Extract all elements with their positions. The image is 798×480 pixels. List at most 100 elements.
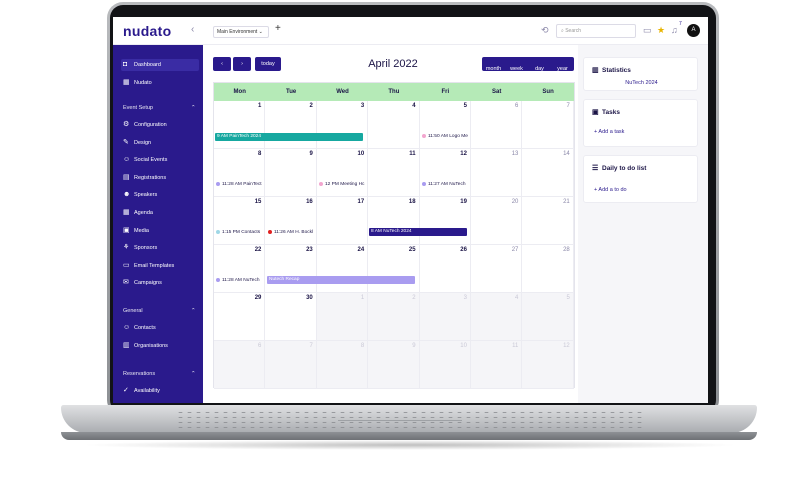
sidebar-item-email-templates[interactable]: ▭ Email Templates [121,260,199,272]
sidebar-item-agenda[interactable]: ▦ Agenda [121,207,199,219]
environment-select[interactable]: Main Environment ⌄ [213,26,269,38]
day-cell[interactable]: 15 [214,197,266,245]
refresh-icon[interactable]: ⟲ [541,25,549,35]
day-cell[interactable]: 5 [419,101,471,149]
event-bar[interactable]: Nutech Recap [267,276,415,284]
day-cell[interactable]: 7 [265,341,317,389]
add-todo-button[interactable]: + Add a to do [594,187,627,193]
day-cell[interactable]: 9 [265,149,317,197]
day-cell[interactable]: 17 [316,197,369,245]
calendar-icon: ▦ [123,79,130,86]
star-icon[interactable]: ★ [657,25,666,35]
day-cell[interactable]: 30 [265,293,317,341]
environment-label: Main Environment [217,29,258,35]
dashboard-icon: ◘ [123,61,128,68]
day-cell[interactable]: 23 [265,245,317,293]
sidebar-item-dashboard[interactable]: ◘ Dashboard [121,59,199,71]
day-cell[interactable]: 8 [316,341,369,389]
event-bar[interactable]: 8 AM NuTech 2024 [369,228,467,236]
event-item[interactable]: 1:15 PM Contacts [216,229,264,236]
search-input[interactable]: ⌕ Search [556,24,636,38]
bell-icon[interactable]: ♫ [671,25,678,35]
event-item[interactable]: 12 PM Meeting Hc [319,181,367,188]
sidebar-item-nudato[interactable]: ▦ Nudato [121,77,199,89]
view-month-button[interactable]: month [485,66,502,72]
event-item[interactable]: 11:27 AM NuTech [422,181,470,188]
sidebar-item-availability[interactable]: ✓ Availability [121,385,199,397]
sidebar-item-speakers[interactable]: ☻ Speakers [121,189,199,201]
day-cell[interactable]: 16 [265,197,317,245]
day-number: 29 [254,295,262,301]
day-cell[interactable]: 29 [214,293,266,341]
add-environment-icon[interactable]: + [275,23,281,34]
day-cell[interactable]: 11 [471,341,523,389]
view-week-button[interactable]: week [510,66,523,72]
section-event-setup[interactable]: Event Setup ⌃ [123,105,196,111]
day-cell[interactable]: 6 [214,341,266,389]
next-button[interactable]: › [233,57,251,71]
day-number: 26 [460,247,467,253]
day-cell[interactable]: 4 [368,101,420,149]
day-cell[interactable]: 3 [316,101,369,149]
sidebar-item-design[interactable]: ✎ Design [121,137,199,149]
day-cell[interactable]: 21 [522,197,574,245]
view-day-button[interactable]: day [535,66,544,72]
media-icon: ▣ [123,227,130,234]
day-cell[interactable]: 28 [522,245,574,293]
sidebar-item-label: Contacts [134,325,156,331]
day-cell[interactable]: 7 [522,101,574,149]
sidebar-item-social-events[interactable]: ☺ Social Events [121,154,199,166]
event-item[interactable]: 11:28 AM NuTech [216,277,264,284]
day-cell[interactable]: 25 [368,245,420,293]
sidebar-item-configuration[interactable]: ⚙ Configuration [121,119,199,131]
day-cell[interactable]: 18 [368,197,420,245]
day-cell[interactable]: 22 [214,245,266,293]
section-general[interactable]: General ⌃ [123,308,196,314]
event-item[interactable]: 11:26 AM H. Bockl [268,229,316,236]
sidebar-item-contacts[interactable]: ☺ Contacts [121,322,199,334]
today-button[interactable]: today [255,57,281,71]
avatar[interactable]: A [687,24,700,37]
day-cell[interactable]: 8 [214,149,266,197]
day-cell[interactable]: 10 [419,341,471,389]
event-item[interactable]: 11:28 AM PainTect [216,181,264,188]
day-cell[interactable]: 9 [368,341,420,389]
agenda-icon: ▦ [123,209,130,216]
day-cell[interactable]: 10 [316,149,369,197]
app-logo[interactable]: nudato [123,23,172,39]
add-task-button[interactable]: + Add a task [594,129,625,135]
day-cell[interactable]: 12 [522,341,574,389]
prev-button[interactable]: ‹ [213,57,231,71]
day-cell[interactable]: 6 [471,101,523,149]
day-cell[interactable]: 14 [522,149,574,197]
notification-badge: 7 [679,21,682,27]
day-cell[interactable]: 13 [471,149,523,197]
sidebar-item-sponsors[interactable]: ⚘ Sponsors [121,242,199,254]
day-number: 6 [515,103,519,109]
collapse-sidebar-icon[interactable]: ‹ [191,24,195,35]
event-bar[interactable]: 9 AM PainTech 2024 [215,133,363,141]
day-cell[interactable]: 2 [265,101,317,149]
day-cell[interactable]: 26 [419,245,471,293]
sidebar-item-media[interactable]: ▣ Media [121,225,199,237]
sidebar-item-organisations[interactable]: ▥ Organisations [121,340,199,352]
book-icon[interactable]: ▭ [643,25,652,35]
day-cell[interactable]: 3 [419,293,471,341]
day-cell[interactable]: 1 [214,101,266,149]
event-item[interactable]: 11:50 AM Logo Me [422,133,470,140]
day-cell[interactable]: 11 [368,149,420,197]
day-number: 1 [360,295,365,301]
sidebar-item-registrations[interactable]: ▤ Registrations [121,172,199,184]
day-cell[interactable]: 20 [471,197,523,245]
section-reservations[interactable]: Reservations ⌃ [123,371,196,377]
day-cell[interactable]: 12 [419,149,471,197]
day-cell[interactable]: 1 [316,293,369,341]
day-cell[interactable]: 19 [419,197,471,245]
view-year-button[interactable]: year [557,66,568,72]
day-cell[interactable]: 27 [471,245,523,293]
day-cell[interactable]: 4 [471,293,523,341]
day-cell[interactable]: 2 [368,293,420,341]
day-cell[interactable]: 24 [316,245,369,293]
sidebar-item-campaigns[interactable]: ✉ Campaigns [121,277,199,289]
day-cell[interactable]: 5 [522,293,574,341]
